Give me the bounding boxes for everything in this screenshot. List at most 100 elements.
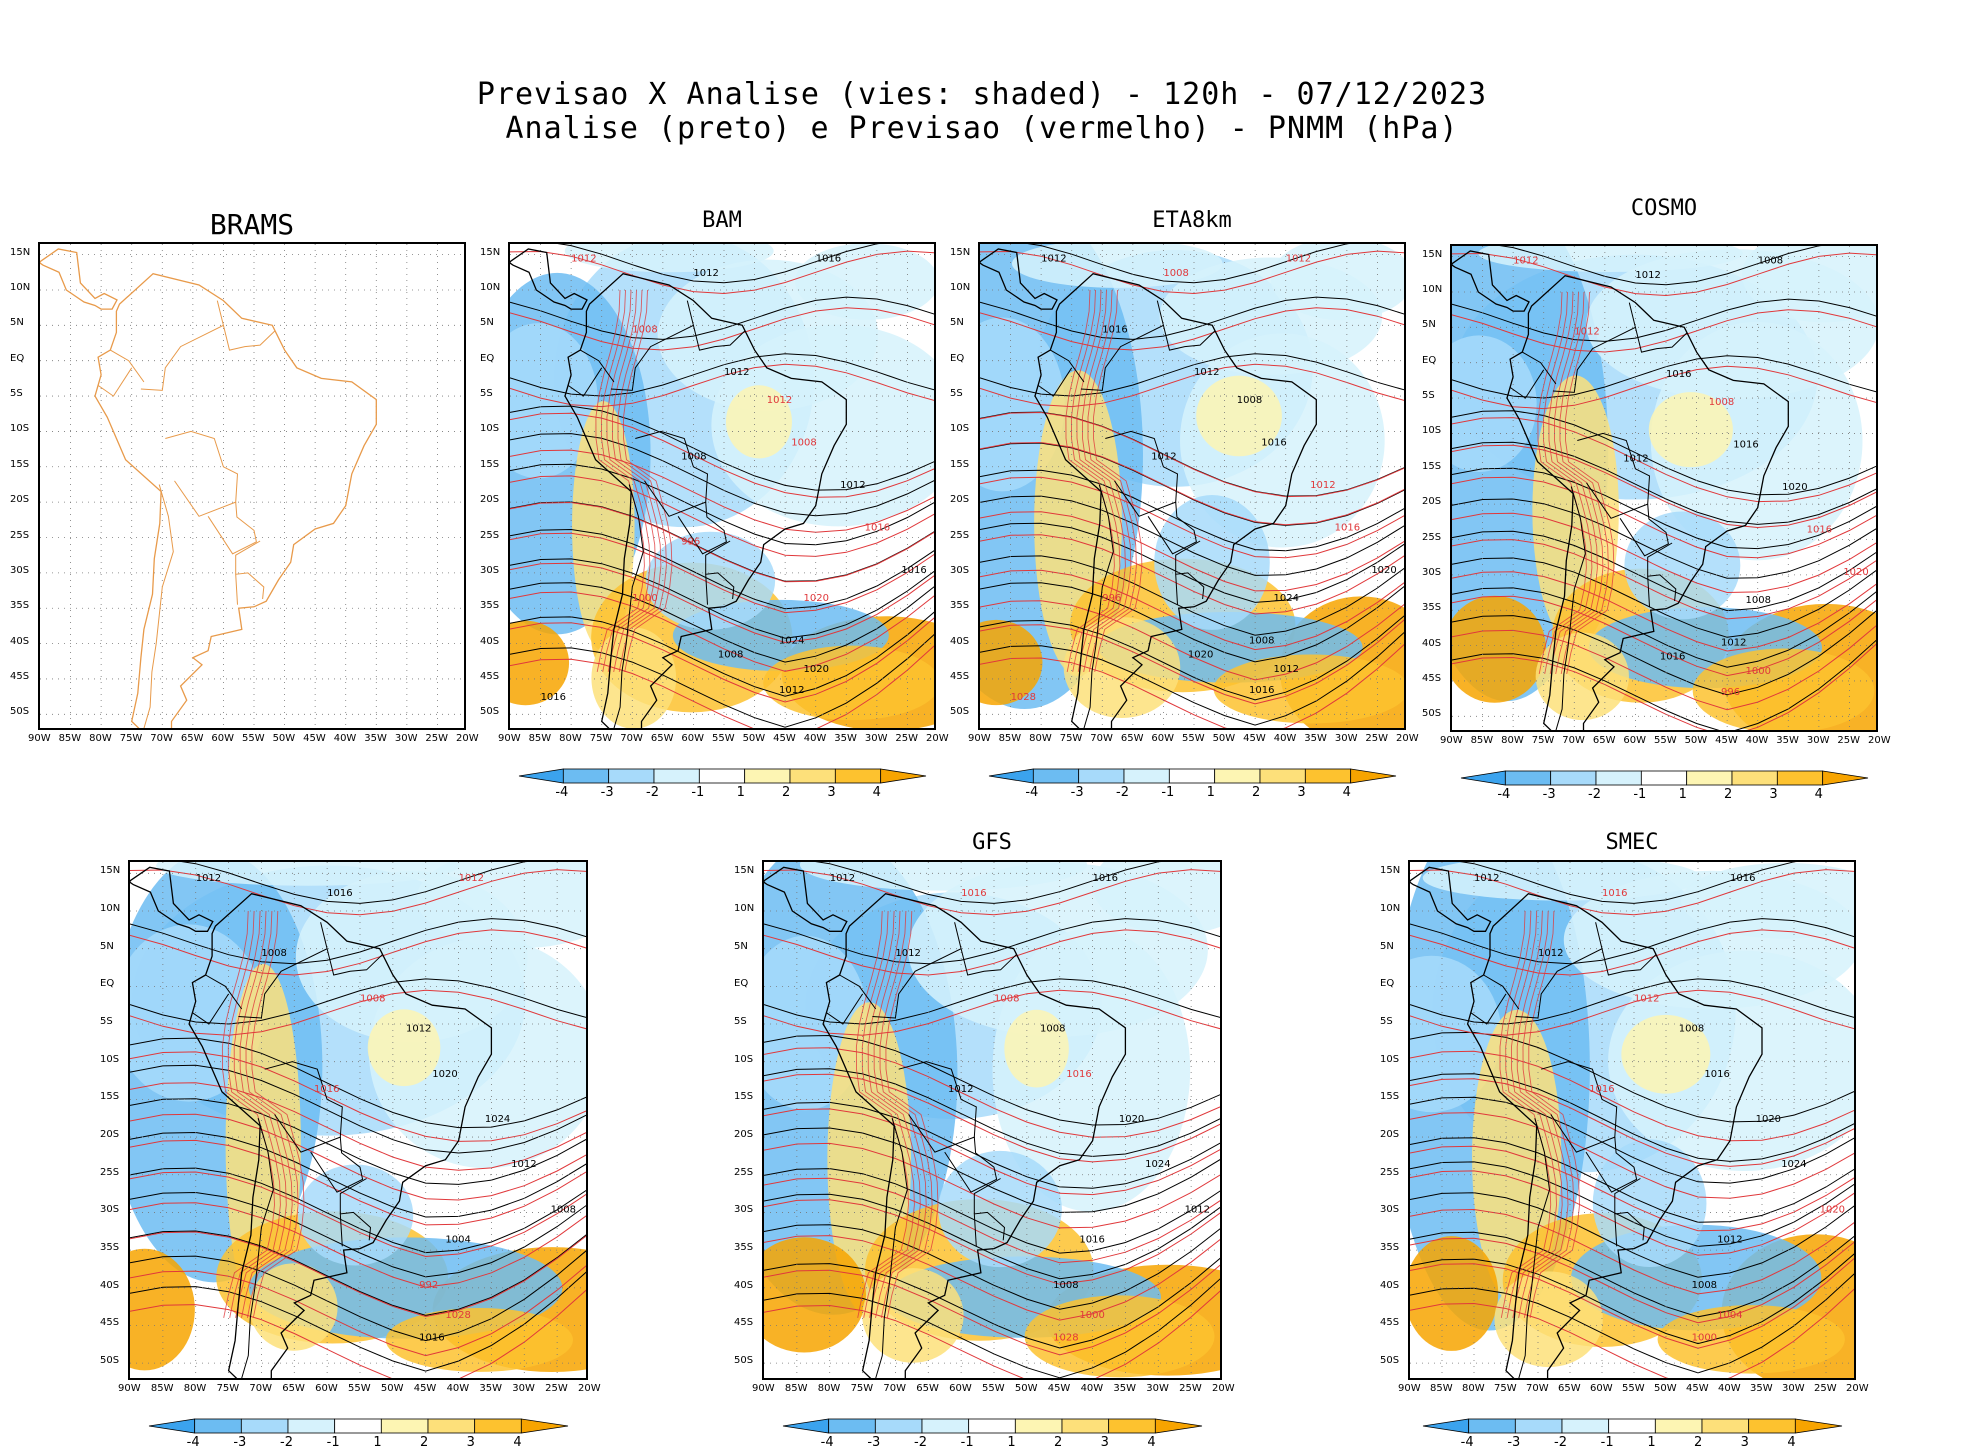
colorbar-tick-label: -1 (1161, 785, 1175, 800)
lat-tick-label: 25S (480, 529, 500, 541)
lon-tick-label: 85W (528, 733, 552, 744)
colorbar-swatch (1748, 1418, 1796, 1434)
forecast-isobar (1093, 289, 1143, 672)
lat-tick-label: 15S (1380, 1091, 1400, 1103)
lat-tick-label: 45S (734, 1317, 754, 1329)
analysis-isobar (181, 862, 528, 904)
analysis-isobar (510, 558, 934, 639)
bias-shade (367, 1009, 441, 1087)
map-panel-brams (38, 242, 466, 730)
analysis-isobar (764, 1224, 1220, 1310)
country-border (610, 300, 694, 391)
contour-label: 1016 (1079, 1235, 1104, 1246)
map-panel-eta8km: 1012 1008 1012 1016 1012 1008 1012 1016 1012 1016… (978, 242, 1406, 730)
contour-label: 1008 (1758, 256, 1783, 267)
contour-label: 1012 (1286, 254, 1311, 265)
contour-label: 1004 (1717, 1310, 1742, 1321)
country-border (140, 300, 224, 391)
colorbar-tick-label: 3 (1769, 787, 1778, 802)
analysis-isobar (980, 631, 1404, 726)
contour-label: 1008 (551, 1204, 576, 1215)
country-border (839, 974, 877, 1010)
bias-shade (1410, 1236, 1499, 1351)
contour-label: 1020 (1756, 1114, 1781, 1125)
map-canvas-gfs: 1012 1016 1016 1012 1008 1008 1012 1016 1020 1024… (764, 862, 1220, 1378)
forecast-isobar (130, 1202, 586, 1288)
lon-tick-label: 25W (425, 733, 449, 744)
forecast-isobar (1065, 289, 1115, 672)
lat-tick-label: 50S (100, 1355, 120, 1367)
colorbar-tick-label: -4 (1025, 785, 1039, 800)
colorbar-swatch (287, 1418, 336, 1434)
country-border (898, 1061, 977, 1153)
forecast-isobar (130, 1289, 586, 1378)
analysis-isobar (764, 1168, 1220, 1254)
colorbar-swatch (1214, 768, 1261, 784)
lon-tick-label: 45W (303, 733, 326, 744)
contour-label: 1028 (445, 1310, 470, 1321)
lon-tick-label: 40W (446, 1383, 470, 1394)
analysis-isobar (1410, 1231, 1854, 1318)
colorbar-swatch (1731, 770, 1778, 786)
country-border (567, 367, 603, 397)
colorbar-tick-label: 1 (1678, 787, 1687, 802)
colorbar-tick-label: 4 (513, 1435, 522, 1450)
forecast-isobar (980, 569, 1404, 651)
forecast-isobar (1452, 309, 1876, 353)
lon-tick-label: 55W (348, 1383, 371, 1394)
forecast-isobar (130, 1231, 586, 1318)
country-border (944, 1137, 998, 1193)
bias-shade (1648, 392, 1733, 468)
country-border (1509, 369, 1545, 399)
colorbar-swatch (1468, 1418, 1516, 1434)
contour-label: 1016 (901, 565, 926, 576)
lon-tick-label: 80W (1501, 735, 1524, 746)
forecast-isobar (1087, 289, 1137, 672)
country-border (310, 1137, 364, 1193)
lat-tick-label: 10N (950, 281, 971, 293)
lat-tick-label: 35S (734, 1242, 754, 1254)
contour-label: 1008 (1709, 397, 1734, 408)
forecast-isobar (764, 1235, 1220, 1321)
lat-tick-label: EQ (10, 352, 25, 364)
lat-tick-label: 5N (1380, 940, 1394, 952)
panel-title-gfs: GFS (972, 830, 1012, 855)
contour-label: 1012 (196, 873, 221, 884)
forecast-isobar (1452, 625, 1876, 711)
lon-tick-label: 20W (1868, 735, 1891, 746)
contour-label: 1012 (1151, 452, 1176, 463)
lon-tick-label: 90W (1398, 1383, 1421, 1394)
country-border (192, 993, 230, 1025)
lon-tick-label: 75W (850, 1383, 874, 1394)
analysis-isobar (764, 1127, 1220, 1213)
lat-tick-label: 10S (734, 1053, 754, 1065)
contour-label: 1016 (1093, 873, 1118, 884)
lon-tick-label: 85W (998, 733, 1022, 744)
country-border (1552, 302, 1636, 393)
colorbar-swatch (148, 1418, 196, 1434)
country-border (222, 325, 276, 351)
country-border (973, 1178, 1001, 1214)
lon-tick-label: 40W (1718, 1383, 1741, 1394)
contour-label: 1008 (718, 650, 743, 661)
contour-label: 996 (1721, 687, 1740, 698)
lat-tick-label: 5N (480, 317, 494, 329)
colorbar-tick-label: -3 (1507, 1435, 1521, 1450)
country-border (1037, 367, 1073, 397)
lon-tick-label: 55W (1622, 1383, 1645, 1394)
analysis-isobar (510, 611, 934, 697)
analysis-isobar (980, 615, 1404, 701)
analysis-isobar (130, 1271, 586, 1372)
forecast-isobar (1511, 910, 1563, 1318)
colorbar-tick-label: 3 (827, 785, 836, 800)
bias-shade (1154, 495, 1270, 630)
forecast-isobar (130, 1051, 586, 1142)
country-border (1647, 574, 1677, 607)
colorbar-tick-label: -4 (555, 785, 569, 800)
country-border (1601, 948, 1657, 976)
lat-tick-label: 5S (734, 1016, 747, 1028)
forecast-isobar (600, 289, 651, 672)
colorbar-swatch (653, 768, 700, 784)
contour-label: 1008 (791, 438, 816, 449)
forecast-isobar (1452, 595, 1876, 677)
